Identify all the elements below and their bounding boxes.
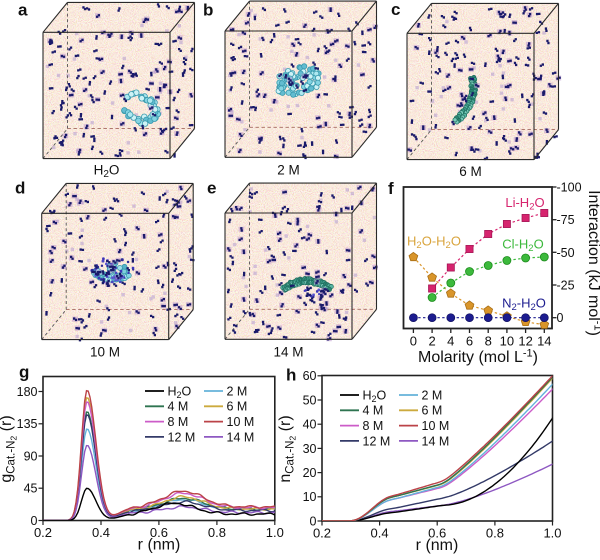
- svg-text:e: e: [207, 179, 216, 198]
- svg-text:50: 50: [303, 393, 317, 407]
- svg-text:0.4: 0.4: [92, 525, 110, 540]
- svg-text:0.2: 0.2: [34, 525, 52, 540]
- svg-text:8 M: 8 M: [363, 419, 384, 433]
- svg-text:60: 60: [303, 369, 317, 383]
- svg-text:H2O-H2O: H2O-H2O: [407, 234, 461, 252]
- svg-text:14 M: 14 M: [227, 430, 255, 444]
- svg-text:12 M: 12 M: [168, 430, 196, 444]
- svg-text:30: 30: [303, 442, 317, 456]
- svg-text:r (nm): r (nm): [416, 537, 459, 554]
- svg-text:135: 135: [17, 417, 38, 431]
- svg-text:4: 4: [447, 334, 454, 349]
- svg-text:10 M: 10 M: [90, 345, 120, 360]
- svg-text:10 M: 10 M: [227, 415, 255, 429]
- svg-text:1.0: 1.0: [266, 525, 284, 540]
- svg-text:Cl-H2O: Cl-H2O: [502, 237, 543, 255]
- svg-text:4 M: 4 M: [168, 400, 189, 414]
- svg-text:14 M: 14 M: [422, 434, 450, 448]
- svg-text:12 M: 12 M: [363, 434, 391, 448]
- svg-text:0.8: 0.8: [208, 525, 226, 540]
- svg-text:90: 90: [24, 449, 38, 463]
- svg-text:2 M: 2 M: [227, 384, 248, 398]
- svg-text:g: g: [19, 363, 29, 382]
- svg-text:0: 0: [310, 514, 317, 528]
- svg-text:-75: -75: [557, 213, 575, 227]
- svg-text:r (nm): r (nm): [138, 537, 181, 554]
- svg-text:12: 12: [518, 334, 532, 349]
- svg-text:0: 0: [410, 334, 417, 349]
- svg-text:6 M: 6 M: [459, 164, 482, 179]
- svg-text:gCat.-N2 (r): gCat.-N2 (r): [0, 415, 19, 482]
- svg-text:0.8: 0.8: [486, 526, 504, 541]
- svg-text:b: b: [203, 1, 213, 20]
- svg-text:45: 45: [24, 482, 38, 496]
- svg-text:0.6: 0.6: [150, 525, 168, 540]
- svg-text:40: 40: [303, 418, 317, 432]
- svg-text:d: d: [15, 179, 25, 198]
- svg-text:10: 10: [303, 490, 317, 504]
- svg-text:2: 2: [428, 334, 435, 349]
- svg-text:0: 0: [557, 311, 564, 325]
- svg-text:6: 6: [466, 334, 473, 349]
- svg-text:10 M: 10 M: [422, 419, 450, 433]
- svg-text:0.2: 0.2: [313, 526, 331, 541]
- svg-text:180: 180: [17, 385, 38, 399]
- svg-text:10: 10: [500, 334, 514, 349]
- svg-text:H2O: H2O: [363, 388, 387, 404]
- svg-text:a: a: [18, 1, 28, 20]
- svg-text:14: 14: [537, 334, 551, 349]
- svg-text:h: h: [286, 366, 296, 385]
- svg-text:c: c: [391, 0, 400, 19]
- svg-text:Li-H2O: Li-H2O: [505, 195, 544, 213]
- svg-text:H2O: H2O: [168, 384, 192, 400]
- svg-text:f: f: [388, 179, 394, 198]
- svg-text:6 M: 6 M: [422, 404, 443, 418]
- svg-text:-100: -100: [557, 180, 582, 194]
- svg-text:4 M: 4 M: [363, 404, 384, 418]
- svg-text:Molarity (mol L-1): Molarity (mol L-1): [418, 348, 538, 367]
- svg-text:Interaction (kJ mol-1): Interaction (kJ mol-1): [585, 190, 600, 336]
- svg-text:8 M: 8 M: [168, 415, 189, 429]
- svg-text:2 M: 2 M: [422, 388, 443, 402]
- svg-text:1.0: 1.0: [543, 526, 561, 541]
- svg-text:6 M: 6 M: [227, 400, 248, 414]
- svg-text:8: 8: [485, 334, 492, 349]
- svg-text:-25: -25: [557, 278, 575, 292]
- svg-text:H2O: H2O: [94, 163, 120, 181]
- svg-text:2 M: 2 M: [277, 163, 300, 178]
- svg-text:0: 0: [31, 514, 38, 528]
- svg-text:N2-H2O: N2-H2O: [502, 296, 546, 314]
- svg-text:20: 20: [303, 466, 317, 480]
- svg-text:-50: -50: [557, 246, 575, 260]
- svg-text:0.4: 0.4: [371, 526, 389, 541]
- svg-text:14 M: 14 M: [273, 345, 303, 360]
- svg-text:0.6: 0.6: [428, 526, 446, 541]
